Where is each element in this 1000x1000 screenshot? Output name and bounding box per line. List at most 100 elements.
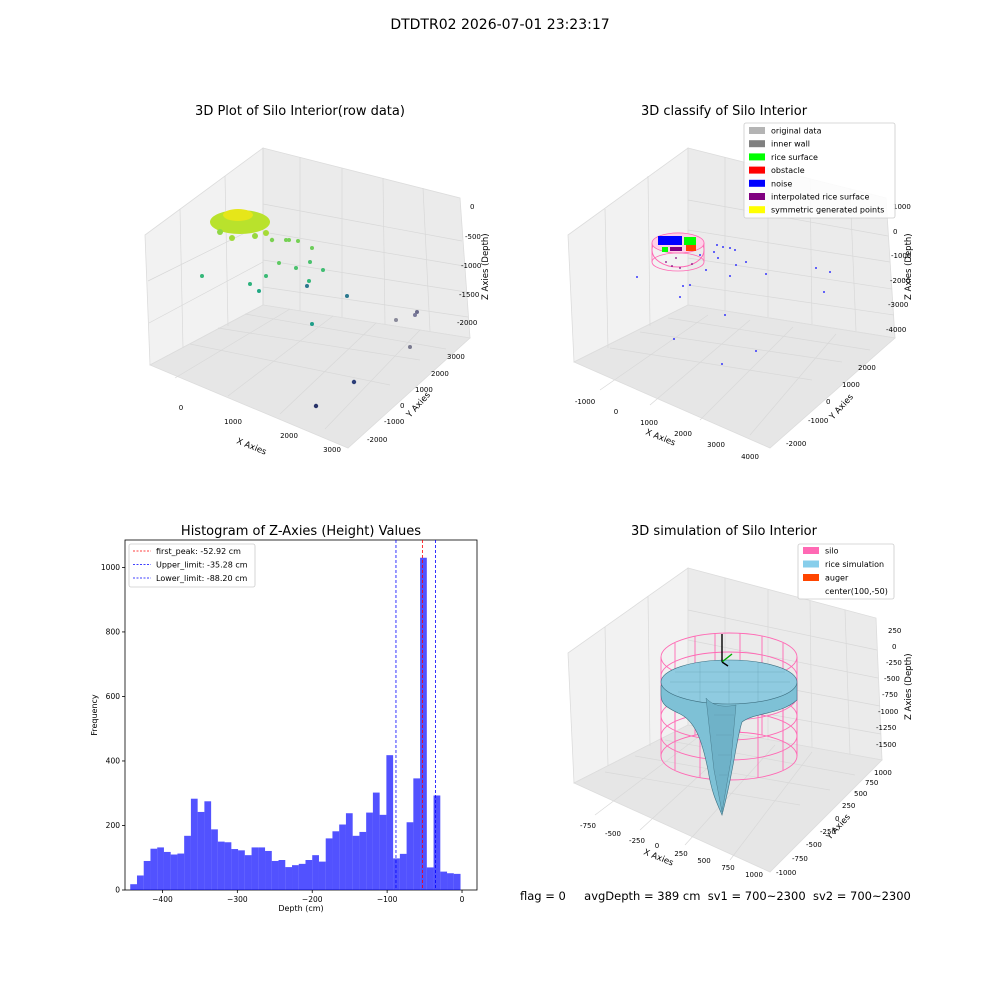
legend-label: auger [825, 574, 849, 583]
auger-marker [721, 634, 733, 667]
histogram-bar [190, 798, 198, 890]
y-tick: -1000 [776, 869, 796, 877]
legend-label: Lower_limit: -88.20 cm [156, 574, 248, 583]
x-tick: 4000 [741, 453, 759, 461]
histogram-bar [352, 835, 360, 890]
z-tick: -500 [884, 675, 900, 683]
panel-title-simulation: 3D simulation of Silo Interior [631, 524, 817, 539]
legend-label: first_peak: -52.92 cm [156, 547, 241, 556]
x-tick: 3000 [707, 441, 725, 449]
histogram-bar [298, 863, 306, 890]
histogram-bar [359, 831, 367, 890]
histogram-bar [204, 801, 212, 890]
figure-title: DTDTR02 2026-07-01 23:23:17 [390, 17, 610, 33]
z-tick: -1000 [878, 708, 898, 716]
y-axis-label: Y Axies [404, 390, 433, 421]
histogram-bar [143, 860, 151, 890]
histogram-bar [184, 835, 191, 890]
legend-label: rice surface [771, 153, 818, 162]
x-tick-label: −200 [302, 895, 323, 904]
classified-points [636, 232, 831, 365]
histogram-bar [379, 814, 387, 890]
histogram-bar [453, 873, 461, 890]
x-axis-label: X Axies [235, 437, 268, 458]
panel-title-classify: 3D classify of Silo Interior [640, 104, 808, 119]
x-tick: 2000 [674, 430, 692, 438]
x-axis-label: X Axies [644, 428, 677, 449]
x-tick: 500 [697, 857, 710, 865]
back-wall-right [262, 147, 471, 339]
histogram-bar [386, 755, 394, 890]
y-tick: 2000 [431, 370, 449, 378]
histogram-bar [163, 851, 171, 890]
histogram-bar [426, 867, 434, 890]
x-tick-label: −400 [152, 895, 173, 904]
obstacle-cluster [686, 245, 696, 251]
y-tick-label: 400 [106, 756, 121, 765]
y-tick-label: 600 [106, 692, 121, 701]
x-axis-label: Depth (cm) [278, 904, 323, 913]
histogram-bar [177, 853, 185, 890]
x-tick: 750 [721, 864, 734, 872]
x-tick: -750 [580, 822, 596, 830]
simulation-3d-plot: -750 -500 -250 0 250 500 750 1000 -1000 … [567, 543, 914, 879]
y-tick: -750 [792, 855, 808, 863]
simulation-legend: silo rice simulation auger center(100,-50) [797, 543, 895, 600]
sv1-text: sv1 = 700~2300 [707, 889, 806, 903]
z-tick: -3000 [888, 301, 908, 309]
legend-label: obstacle [771, 166, 805, 175]
status-line: flag = 0 avgDepth = 389 cm sv1 = 700~230… [520, 889, 911, 903]
histogram-bar [332, 831, 340, 890]
legend-swatch [749, 179, 765, 187]
y-tick: 3000 [447, 353, 465, 361]
y-tick: -2000 [786, 440, 806, 448]
raw-points [200, 209, 419, 409]
x-tick: 0 [614, 408, 618, 416]
z-tick: -1500 [459, 291, 479, 299]
z-tick: -1250 [876, 724, 896, 732]
histogram-bar [231, 849, 239, 890]
y-tick-label: 1000 [101, 563, 120, 572]
histogram-legend: first_peak: -52.92 cm Upper_limit: -35.28… [128, 543, 256, 588]
dense-ring-points-top [223, 209, 253, 221]
histogram-bar [447, 873, 454, 890]
z-tick: -1500 [876, 741, 896, 749]
histogram-bar [238, 850, 245, 890]
histogram-bar [136, 875, 144, 890]
x-tick: 0 [179, 404, 183, 412]
x-tick: -250 [629, 837, 645, 845]
legend-swatch [749, 206, 765, 214]
histogram-bar [244, 855, 252, 890]
x-tick: 250 [674, 850, 687, 858]
legend-label: Upper_limit: -35.28 cm [156, 560, 248, 569]
histogram-bar [278, 860, 286, 890]
y-tick: -2000 [367, 436, 387, 444]
y-tick: 1000 [874, 769, 892, 777]
z-axis-label: Z Axies (Depth) [904, 653, 914, 720]
x-tick: 0 [655, 842, 659, 850]
histogram-bar [339, 824, 346, 890]
histogram-bar [413, 778, 421, 890]
z-tick: -2000 [890, 277, 910, 285]
y-tick-label: 200 [106, 821, 121, 830]
z-tick: -1000 [461, 262, 481, 270]
sv2-text: sv2 = 700~2300 [812, 889, 911, 903]
x-tick: 1000 [224, 418, 242, 426]
histogram-bar [318, 861, 326, 890]
y-tick: 0 [400, 402, 404, 410]
y-tick-label: 0 [115, 886, 120, 895]
avg-depth-text: avgDepth = 389 cm [584, 889, 701, 903]
histogram-bar [130, 884, 137, 890]
rice-surface [660, 659, 798, 816]
flag-text: flag = 0 [520, 889, 566, 903]
classify-3d-plot: -1000 0 1000 2000 3000 4000 -2000 -1000 … [567, 122, 914, 461]
x-tick-label: −100 [377, 895, 398, 904]
z-tick: 0 [892, 643, 896, 651]
legend-swatch [749, 140, 765, 148]
x-axis-label: X Axies [642, 848, 675, 869]
histogram-bar [258, 847, 266, 890]
histogram-bar [292, 865, 299, 890]
y-tick: -250 [820, 828, 836, 836]
histogram-bar [325, 838, 333, 890]
histogram-bar [224, 842, 232, 890]
